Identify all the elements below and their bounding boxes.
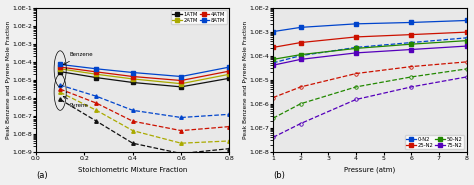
Text: Pyrene: Pyrene — [63, 96, 89, 108]
8ATM — [227, 66, 232, 68]
Legend: 1ATM, 2ATM, 4ATM, 8ATM: 1ATM, 2ATM, 4ATM, 8ATM — [171, 10, 227, 24]
Y-axis label: Peak Benzene and Pyrene Mole Fraction: Peak Benzene and Pyrene Mole Fraction — [6, 21, 10, 139]
0-N2 — [353, 23, 359, 25]
4ATM — [227, 70, 232, 72]
Line: 75-N2: 75-N2 — [271, 44, 468, 67]
2ATM — [57, 68, 63, 70]
Text: (b): (b) — [273, 171, 285, 180]
50-N2 — [464, 40, 469, 42]
Line: 2ATM: 2ATM — [58, 67, 231, 85]
Line: 25-N2: 25-N2 — [271, 30, 468, 49]
8ATM — [57, 63, 63, 65]
1ATM — [130, 81, 136, 84]
Legend: 0-N2, 25-N2, 50-N2, 75-N2: 0-N2, 25-N2, 50-N2, 75-N2 — [405, 135, 464, 149]
Line: 1ATM: 1ATM — [58, 70, 231, 89]
Line: 8ATM: 8ATM — [58, 63, 231, 78]
50-N2 — [353, 47, 359, 50]
1ATM — [57, 70, 63, 73]
1ATM — [178, 86, 184, 88]
0-N2 — [270, 31, 276, 33]
Text: (a): (a) — [36, 171, 47, 180]
8ATM — [93, 68, 99, 70]
25-N2 — [353, 36, 359, 38]
25-N2 — [270, 46, 276, 48]
75-N2 — [353, 52, 359, 54]
X-axis label: Pressure (atm): Pressure (atm) — [344, 166, 395, 173]
8ATM — [130, 71, 136, 74]
75-N2 — [464, 45, 469, 47]
25-N2 — [298, 41, 303, 44]
8ATM — [178, 75, 184, 78]
50-N2 — [298, 53, 303, 56]
4ATM — [178, 79, 184, 82]
1ATM — [227, 77, 232, 79]
Text: Benzene: Benzene — [64, 52, 93, 65]
50-N2 — [409, 43, 414, 45]
0-N2 — [409, 21, 414, 23]
Line: 50-N2: 50-N2 — [271, 39, 468, 61]
Line: 4ATM: 4ATM — [58, 65, 231, 82]
Line: 0-N2: 0-N2 — [271, 19, 468, 33]
75-N2 — [298, 58, 303, 60]
4ATM — [93, 71, 99, 73]
1ATM — [93, 77, 99, 79]
25-N2 — [409, 33, 414, 36]
X-axis label: Stoichiometric Mixture Fraction: Stoichiometric Mixture Fraction — [78, 166, 187, 173]
0-N2 — [464, 19, 469, 22]
2ATM — [93, 73, 99, 75]
50-N2 — [270, 58, 276, 60]
4ATM — [57, 66, 63, 68]
0-N2 — [298, 26, 303, 28]
4ATM — [130, 75, 136, 78]
25-N2 — [464, 31, 469, 33]
2ATM — [130, 78, 136, 80]
2ATM — [178, 83, 184, 85]
2ATM — [227, 73, 232, 75]
Y-axis label: Peak Benzene and Pyrene Mole Fraction: Peak Benzene and Pyrene Mole Fraction — [243, 21, 247, 139]
75-N2 — [409, 48, 414, 51]
75-N2 — [270, 64, 276, 66]
